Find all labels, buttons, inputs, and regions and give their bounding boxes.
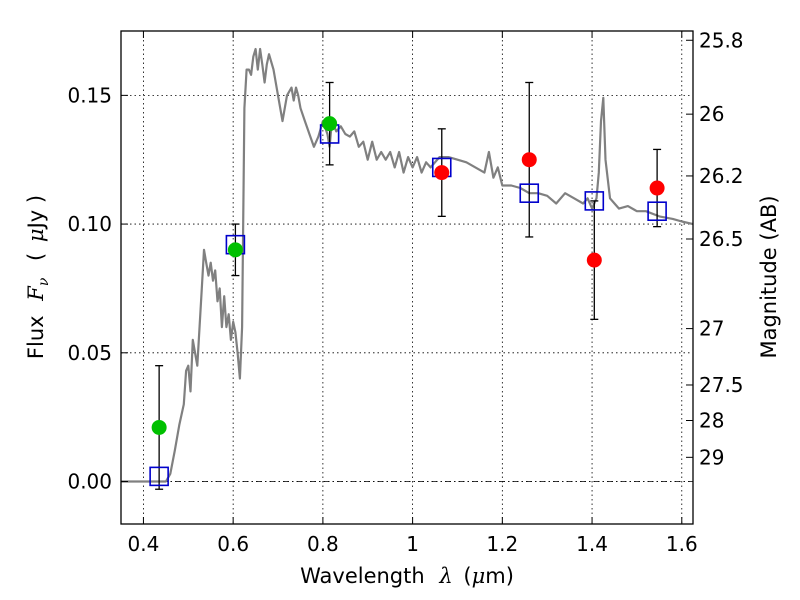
magnitude-tick-label: 26.2 (699, 164, 744, 188)
x-tick-label: 0.4 (128, 532, 160, 556)
red-data-point (434, 165, 450, 181)
x-tick-label: 0.6 (217, 532, 249, 556)
green-data-point (151, 419, 167, 435)
plot-area (121, 31, 693, 524)
x-tick-label: 1 (406, 532, 419, 556)
magnitude-tick-label: 26 (699, 102, 724, 126)
x-axis-label-text: Wavelength (300, 564, 425, 588)
magnitude-tick-label: 28 (699, 409, 724, 433)
model-photometry-square (647, 201, 667, 222)
model-photometry-square (584, 191, 605, 211)
y-axis-label-subscript: ν (36, 277, 52, 286)
magnitude-tick-label: 27.5 (699, 373, 744, 397)
x-axis-label-unit-open: ( (463, 564, 471, 588)
model-photometry-square (149, 466, 169, 487)
y-axis-label-text: Flux (24, 315, 48, 359)
red-data-point (649, 180, 665, 196)
right-axis-label: Magnitude (AB) (757, 195, 781, 358)
y-tick-label: 0.05 (67, 341, 112, 365)
red-data-point (521, 152, 537, 168)
y-axis-label-unit-open: ( (24, 253, 48, 261)
tick-labels: 0.4 0.6 0.8 1 1.2 1.4 1.6 0.00 0.05 0.10 0.15 25.8 2… (67, 28, 743, 556)
x-tick-label: 1.4 (576, 532, 608, 556)
y-axis-label-symbol: F (24, 285, 48, 302)
y-tick-label: 0.10 (67, 212, 112, 236)
y-tick-label: 0.15 (67, 83, 112, 107)
y-axis-label-unit-rest: Jy ) (24, 195, 48, 231)
x-axis-label-unit-mu: μ (472, 564, 486, 588)
x-axis-label-unit-rest: m) (485, 564, 514, 588)
x-axis-label-symbol: λ (438, 564, 452, 588)
magnitude-tick-label: 27 (699, 317, 724, 341)
magnitude-tick-label: 26.5 (699, 227, 744, 251)
y-axis-label-unit-mu: μ (24, 228, 48, 242)
magnitude-tick-label: 29 (699, 445, 724, 469)
grid (121, 31, 693, 524)
green-data-point (227, 242, 243, 258)
x-tick-label: 1.6 (666, 532, 698, 556)
magnitude-tick-label: 25.8 (699, 28, 744, 52)
green-data-point (322, 116, 338, 132)
marker-layer (151, 116, 665, 435)
y-axis-label: Flux Fν ( μJy ) (24, 195, 53, 359)
y-tick-label: 0.00 (67, 470, 112, 494)
x-axis-label: Wavelength λ (μm) (300, 564, 514, 588)
ticks (121, 31, 693, 524)
model-photometry-square (519, 183, 540, 203)
x-tick-label: 1.2 (486, 532, 518, 556)
x-tick-label: 0.8 (307, 532, 339, 556)
red-data-point (586, 252, 602, 268)
plot-frame (120, 30, 694, 525)
